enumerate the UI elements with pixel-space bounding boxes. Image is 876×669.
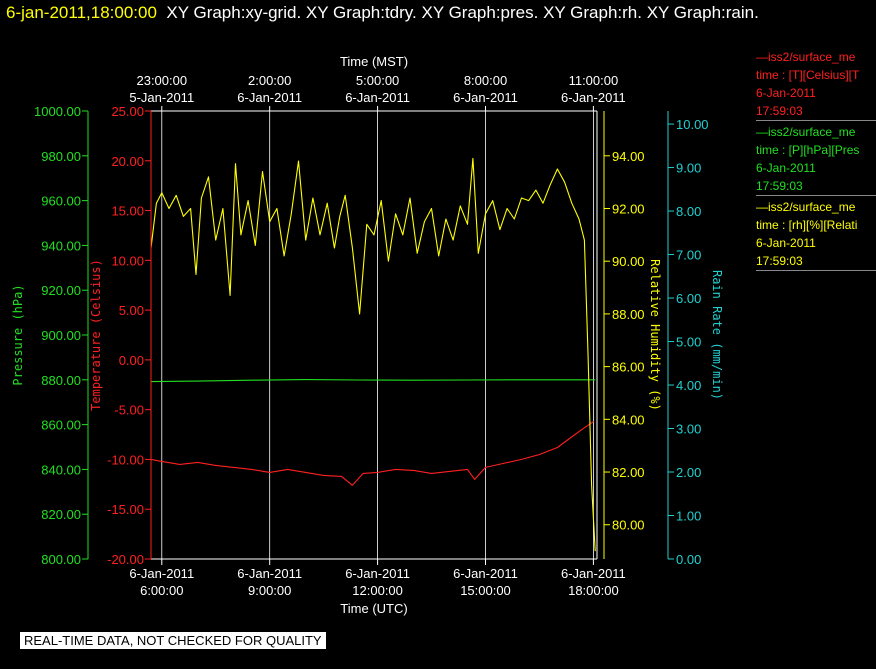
series-layer [150,157,596,552]
legend-entry-temperature: —iss2/surface_me time : [T][Celsius][T 6… [756,48,876,121]
tdry-series-line [150,421,594,486]
tdry-axis-tick-label: -5.00 [114,403,144,418]
pres-axis-tick-label: 900.00 [41,328,81,343]
tdry-axis-tick-label: 15.00 [111,204,144,219]
legend-entry-humidity: —iss2/surface_me time : [rh][%][Relati 6… [756,198,876,271]
rh-axis-tick-label: 88.00 [612,307,645,322]
axes-layer: 6-Jan-2011 6:00:00 6-Jan-2011 9:00:00 6-Jan-… [34,73,709,598]
top-axis-title: Time (MST) [340,54,408,69]
top-axis-tick-time: 8:00:00 [464,73,507,88]
rh-axis-tick-label: 90.00 [612,254,645,269]
rain-axis-tick-label: 1.00 [676,509,701,524]
rain-axis-tick-label: 0.00 [676,552,701,567]
pres-axis-tick-label: 940.00 [41,238,81,253]
tdry-axis-tick-label: 0.00 [119,353,144,368]
bottom-axis-tick-time: 18:00:00 [568,583,619,598]
rain-axis-tick-label: 8.00 [676,204,701,219]
grid-layer [161,111,594,559]
bottom-axis-tick-date: 6-Jan-2011 [129,566,194,581]
legend-pressure-dash: — [756,125,768,139]
bottom-axis-tick-time: 9:00:00 [248,583,291,598]
humidity-axis-title: Relative Humidity (%) [648,259,662,411]
pres-axis-tick-label: 860.00 [41,418,81,433]
tdry-axis-tick-label: -15.00 [107,502,144,517]
tdry-axis-tick-label: 10.00 [111,253,144,268]
legend-pressure-field: time : [P][hPa][Pres [756,143,860,157]
pres-axis-tick-label: 880.00 [41,373,81,388]
pres-axis-tick-label: 820.00 [41,507,81,522]
rain-axis-tick-label: 7.00 [676,248,701,263]
legend-temperature-field: time : [T][Celsius][T [756,68,860,82]
rain-axis-tick-label: 3.00 [676,422,701,437]
rh-axis-tick-label: 86.00 [612,360,645,375]
pres-axis-tick-label: 840.00 [41,462,81,477]
bottom-axis-title: Time (UTC) [340,601,407,616]
bottom-axis-tick-date: 6-Jan-2011 [345,566,410,581]
top-axis-tick-time: 11:00:00 [569,73,619,88]
legend-humidity-dash: — [756,200,768,214]
top-axis-tick-date: 6-Jan-2011 [237,90,302,105]
rh-axis-tick-label: 82.00 [612,465,645,480]
rain-axis-tick-label: 9.00 [676,161,701,176]
bottom-axis-tick-date: 6-Jan-2011 [561,566,626,581]
pres-axis-tick-label: 960.00 [41,194,81,209]
legend-temperature-date: 6-Jan-2011 [756,86,816,100]
legend-temperature-name: iss2/surface_me [768,50,856,64]
bottom-axis-tick-time: 15:00:00 [460,583,511,598]
legend-entry-pressure: —iss2/surface_me time : [P][hPa][Pres 6-… [756,123,876,196]
top-axis-tick-time: 2:00:00 [248,73,291,88]
legend: —iss2/surface_me time : [T][Celsius][T 6… [756,48,876,273]
header-timestamp: 6-jan-2011,18:00:00 [6,3,157,22]
bottom-axis-tick-date: 6-Jan-2011 [453,566,518,581]
top-axis-tick-date: 5-Jan-2011 [129,90,194,105]
top-axis-tick-time: 5:00:00 [356,73,399,88]
top-axis-tick-date: 6-Jan-2011 [453,90,518,105]
rh-axis-tick-label: 84.00 [612,412,645,427]
legend-pressure-time: 17:59:03 [756,179,803,193]
rain-axis-tick-label: 5.00 [676,335,701,350]
top-axis-tick-date: 6-Jan-2011 [345,90,410,105]
rh-series-line [150,157,596,552]
rain-axis-tick-label: 4.00 [676,378,701,393]
rain-axis-tick-label: 2.00 [676,465,701,480]
top-axis-tick-time: 23:00:00 [136,73,187,88]
legend-humidity-date: 6-Jan-2011 [756,236,816,250]
rain-axis-title: Rain Rate (mm/min) [710,270,724,400]
rh-axis-tick-label: 94.00 [612,149,645,164]
tdry-axis-tick-label: -10.00 [107,452,144,467]
rh-axis-tick-label: 92.00 [612,202,645,217]
tdry-axis-tick-label: -20.00 [107,552,144,567]
pres-axis-tick-label: 920.00 [41,283,81,298]
rh-axis-tick-label: 80.00 [612,518,645,533]
tdry-axis-tick-label: 20.00 [111,154,144,169]
temperature-axis-title: Temperature (Celsius) [89,259,103,411]
pres-axis-tick-label: 800.00 [41,552,81,567]
top-axis-tick-date: 6-Jan-2011 [561,90,626,105]
pressure-axis-title: Pressure (hPa) [11,284,25,385]
legend-temperature-dash: — [756,50,768,64]
header-graph-list: XY Graph:xy-grid. XY Graph:tdry. XY Grap… [166,3,759,22]
pres-axis-tick-label: 1000.00 [34,104,81,119]
legend-pressure-date: 6-Jan-2011 [756,161,816,175]
legend-humidity-name: iss2/surface_me [768,200,856,214]
header-bar: 6-jan-2011,18:00:00 XY Graph:xy-grid. XY… [6,3,759,23]
bottom-axis-tick-date: 6-Jan-2011 [237,566,302,581]
rain-axis-tick-label: 10.00 [676,117,709,132]
bottom-axis-tick-time: 6:00:00 [140,583,183,598]
bottom-axis-tick-time: 12:00:00 [352,583,403,598]
rain-axis-tick-label: 6.00 [676,291,701,306]
legend-humidity-field: time : [rh][%][Relati [756,218,858,232]
tdry-axis-tick-label: 25.00 [111,104,144,119]
pres-axis-tick-label: 980.00 [41,149,81,164]
legend-pressure-name: iss2/surface_me [768,125,856,139]
tdry-axis-tick-label: 5.00 [119,303,144,318]
legend-humidity-time: 17:59:03 [756,254,803,268]
quality-warning-banner: REAL-TIME DATA, NOT CHECKED FOR QUALITY [20,632,326,649]
legend-temperature-time: 17:59:03 [756,104,803,118]
pres-series-line [150,379,596,383]
